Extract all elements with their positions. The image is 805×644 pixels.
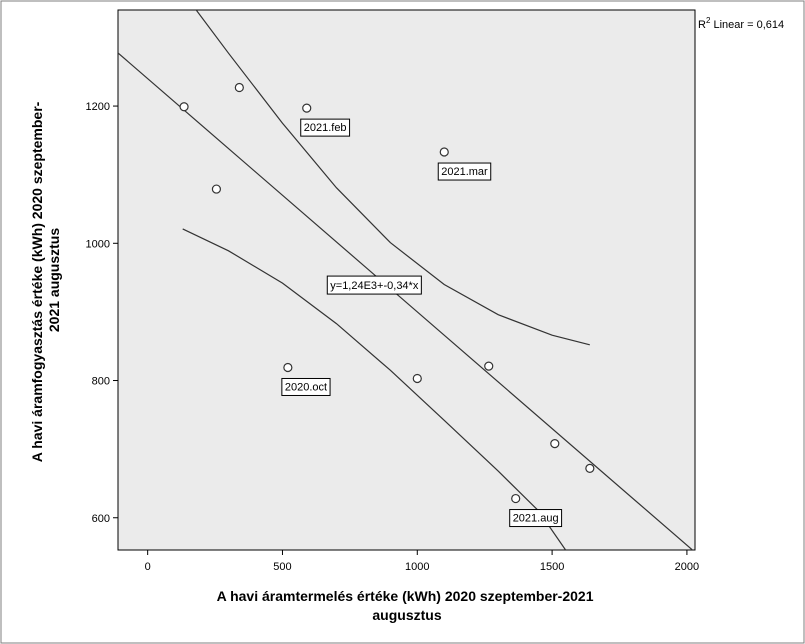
data-point bbox=[585, 463, 595, 473]
data-point bbox=[511, 493, 521, 504]
point-label: 2021.aug bbox=[509, 509, 563, 528]
lower-confidence-curve bbox=[182, 228, 567, 550]
confidence-bands bbox=[182, 10, 590, 550]
svg-text:2021.mar: 2021.mar bbox=[441, 166, 488, 178]
y-tick-label: 1200 bbox=[86, 101, 110, 113]
fit-line bbox=[118, 52, 694, 550]
svg-text:y=1,24E3+-0,34*x: y=1,24E3+-0,34*x bbox=[330, 280, 419, 292]
svg-text:2020.oct: 2020.oct bbox=[285, 381, 327, 393]
data-point bbox=[302, 103, 312, 113]
x-tick-label: 2000 bbox=[675, 561, 699, 573]
point-label: 2021.feb bbox=[300, 118, 351, 137]
x-axis-title: A havi áramtermelés értéke (kWh) 2020 sz… bbox=[217, 588, 598, 623]
point-label: 2021.mar bbox=[437, 162, 492, 181]
data-point bbox=[211, 184, 222, 194]
fit-line-group bbox=[118, 52, 694, 550]
svg-text:2021.aug: 2021.aug bbox=[513, 513, 559, 525]
equation-label: y=1,24E3+-0,34*x bbox=[326, 275, 422, 295]
y-tick-label: 800 bbox=[92, 376, 110, 388]
y-axis-ticks: 600 800 1000 1200 bbox=[86, 101, 118, 525]
data-point bbox=[179, 102, 189, 112]
data-point bbox=[234, 82, 244, 93]
y-tick-label: 600 bbox=[92, 513, 110, 525]
upper-confidence-curve bbox=[195, 10, 590, 346]
data-point bbox=[412, 373, 422, 384]
data-points bbox=[179, 82, 595, 504]
x-tick-label: 500 bbox=[273, 561, 291, 573]
point-labels: y=1,24E3+-0,34*x 2021.feb 2021.mar 2020.oct… bbox=[281, 118, 563, 528]
x-axis-ticks: 0 500 1000 1500 2000 bbox=[145, 550, 699, 573]
r2-annotation: R2 Linear = 0,614 bbox=[698, 16, 784, 31]
data-point bbox=[283, 362, 293, 373]
x-tick-label: 0 bbox=[145, 561, 151, 573]
point-label: 2020.oct bbox=[281, 377, 331, 396]
x-tick-label: 1000 bbox=[405, 561, 429, 573]
data-point bbox=[439, 147, 449, 157]
svg-text:2021.feb: 2021.feb bbox=[304, 122, 347, 134]
x-tick-label: 1500 bbox=[540, 561, 564, 573]
data-point bbox=[484, 361, 494, 371]
y-axis-title: A havi áramfogyasztás értéke (kWh) 2020 … bbox=[29, 98, 62, 462]
data-point bbox=[550, 439, 560, 449]
y-tick-label: 1000 bbox=[86, 238, 110, 250]
